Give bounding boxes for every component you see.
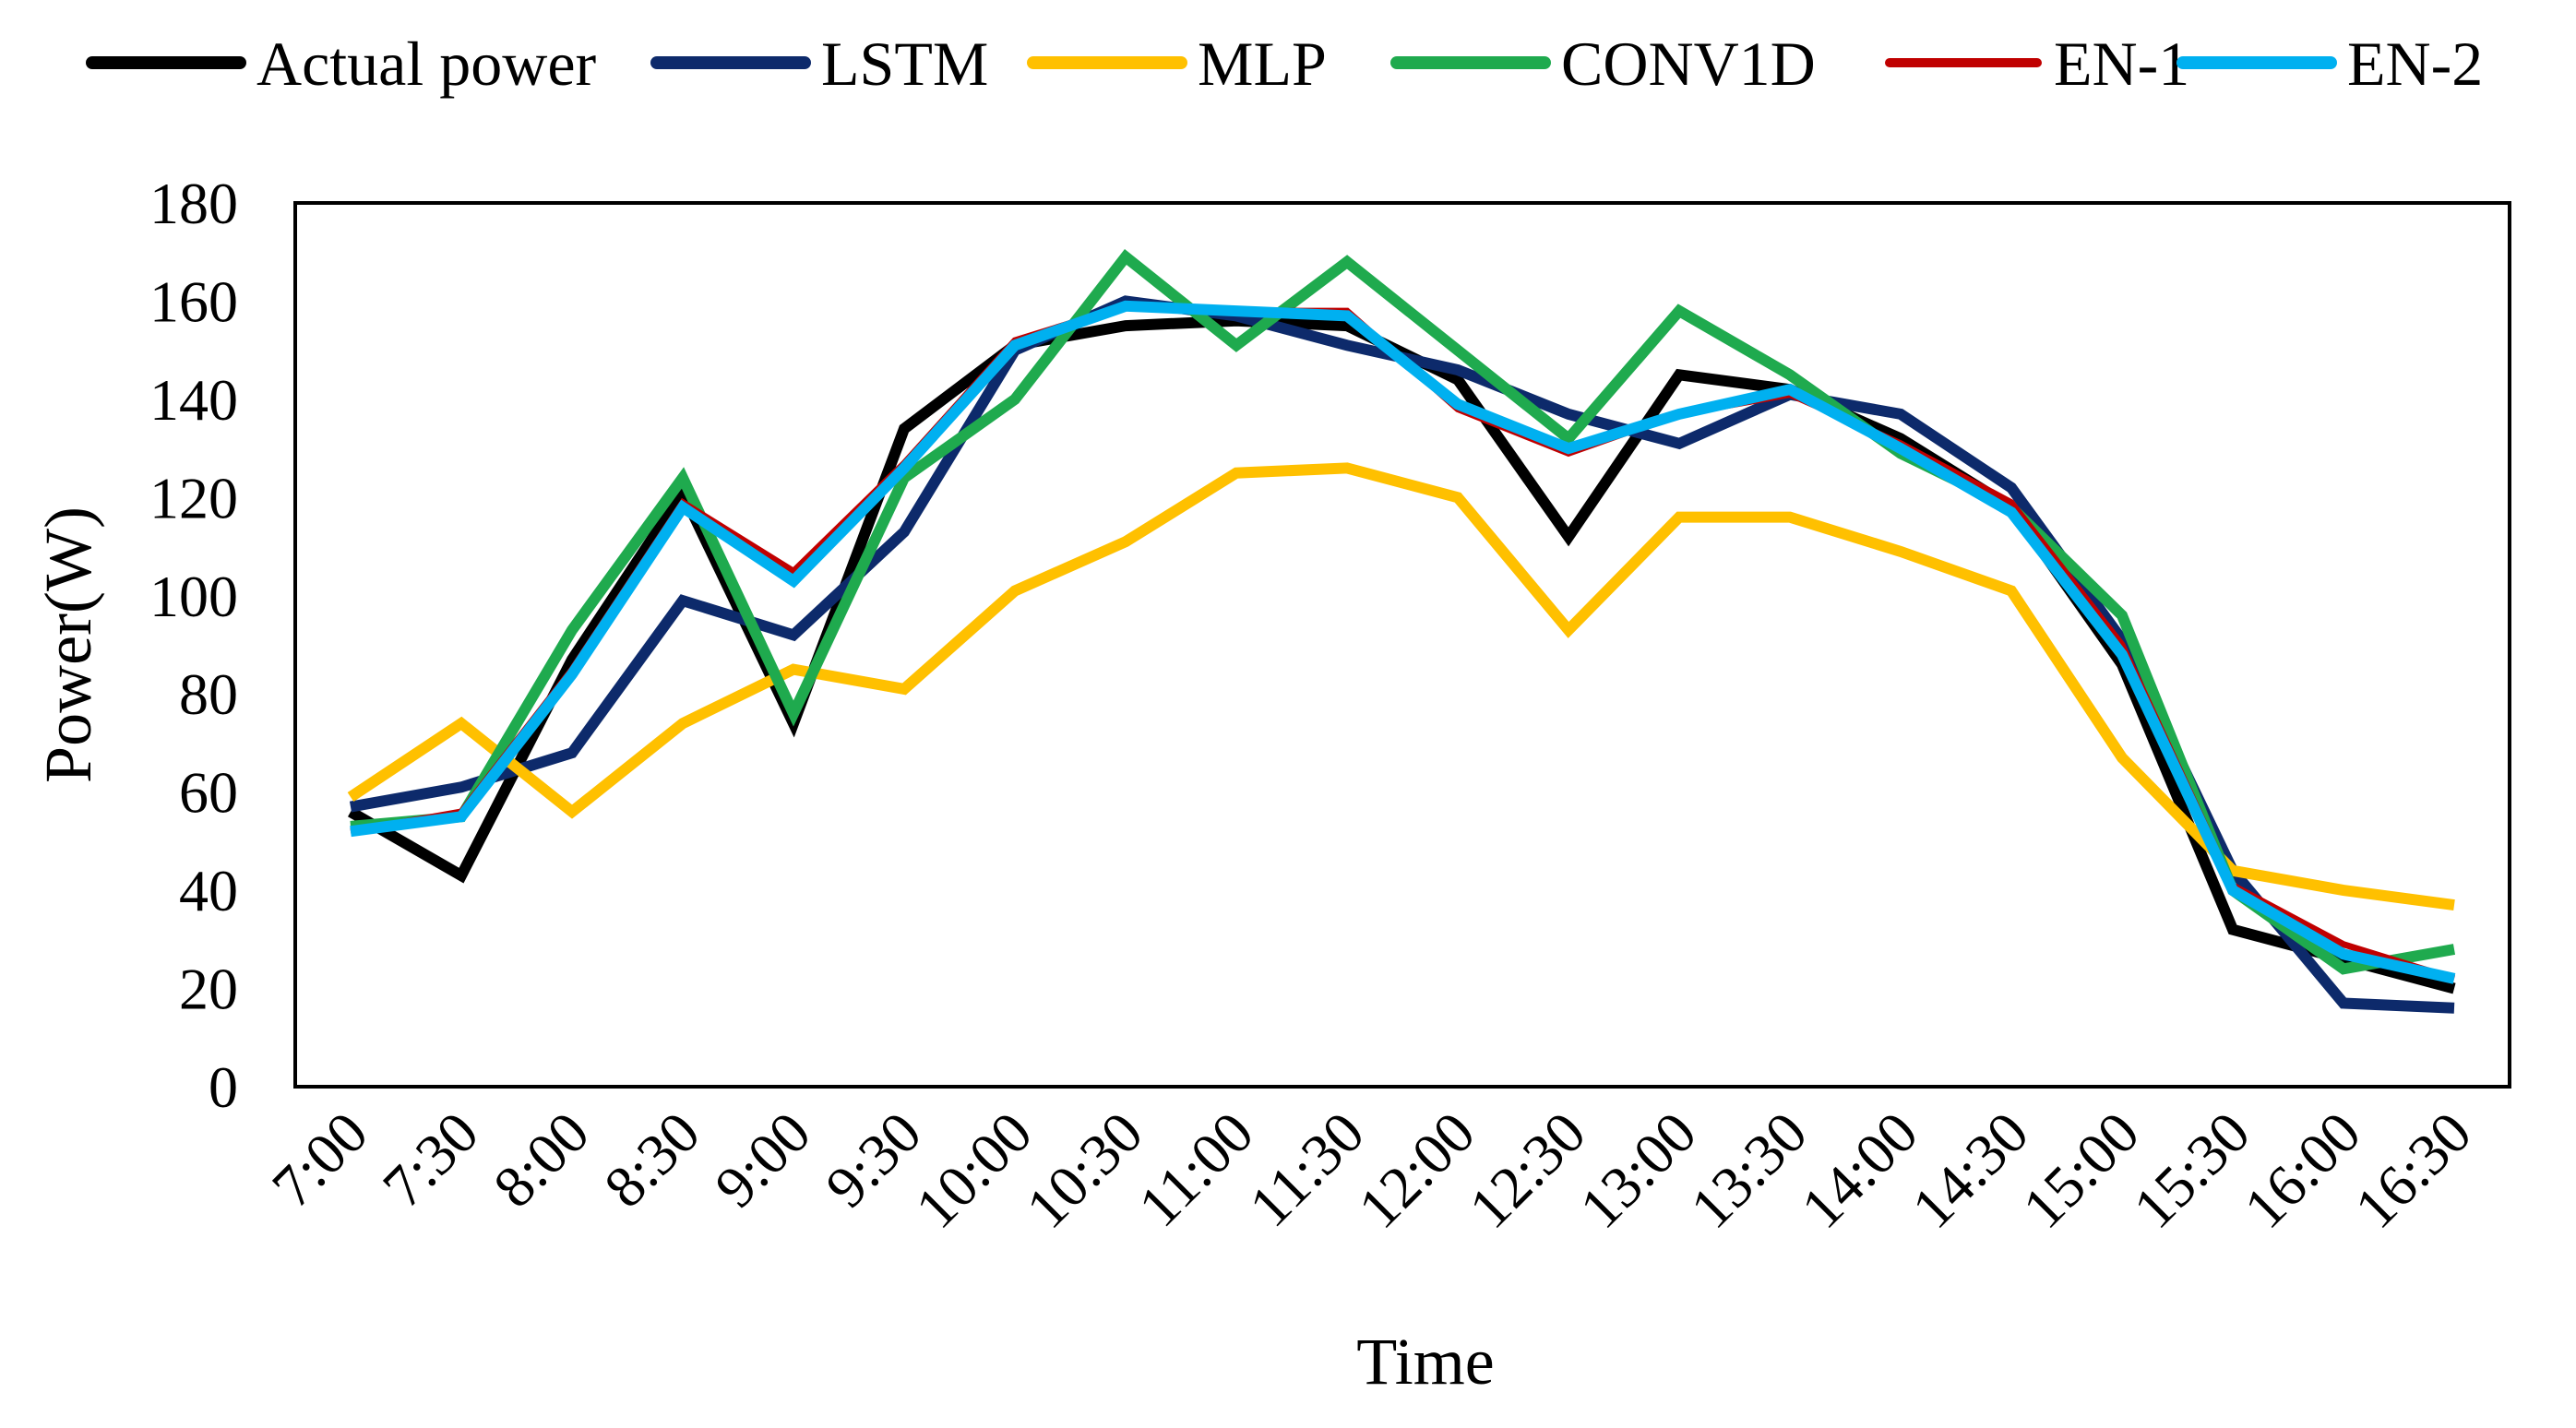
x-tick-label: 15:00 bbox=[2010, 1100, 2152, 1241]
legend-label: Actual power bbox=[256, 29, 597, 99]
y-tick-label: 0 bbox=[209, 1054, 238, 1120]
x-tick-label: 11:30 bbox=[1236, 1100, 1377, 1240]
x-tick-label: 10:00 bbox=[903, 1100, 1044, 1241]
legend-label: MLP bbox=[1198, 29, 1327, 99]
x-tick-label: 13:30 bbox=[1678, 1100, 1819, 1241]
legend-item-mlp: MLP bbox=[1027, 29, 1327, 99]
legend-label: CONV1D bbox=[1561, 29, 1816, 99]
legend-label: EN-2 bbox=[2347, 29, 2483, 99]
y-tick-label: 60 bbox=[179, 760, 238, 826]
x-tick-label: 8:00 bbox=[481, 1100, 602, 1220]
series-layer bbox=[347, 249, 2456, 1014]
x-tick-label: 16:00 bbox=[2232, 1100, 2373, 1241]
legend-label: LSTM bbox=[821, 29, 988, 99]
x-tick-label: 7:00 bbox=[259, 1100, 380, 1220]
y-tick-label: 100 bbox=[149, 564, 238, 629]
y-tick-label: 140 bbox=[149, 367, 238, 433]
legend-item-lstm: LSTM bbox=[650, 29, 988, 99]
x-tick-label: 14:00 bbox=[1789, 1100, 1930, 1241]
x-tick-label: 11:00 bbox=[1126, 1100, 1266, 1240]
x-tick-label: 16:30 bbox=[2343, 1100, 2484, 1241]
legend-item-en-2: EN-2 bbox=[2176, 29, 2483, 99]
y-tick-label: 80 bbox=[179, 661, 238, 727]
legend-item-actual-power: Actual power bbox=[86, 29, 597, 99]
series-line-en-2 bbox=[350, 300, 2456, 984]
x-axis: 7:007:308:008:309:009:3010:0010:3011:001… bbox=[259, 1100, 2484, 1241]
x-tick-label: 9:00 bbox=[702, 1100, 823, 1220]
y-tick-label: 40 bbox=[179, 858, 238, 923]
plot-frame bbox=[293, 201, 2511, 1089]
x-tick-label: 13:00 bbox=[1568, 1100, 1709, 1241]
y-axis: 0 20 40 60 80 100 120 140 160 180 bbox=[149, 171, 238, 1120]
y-tick-label: 180 bbox=[149, 171, 238, 236]
y-tick-label: 20 bbox=[179, 957, 238, 1022]
legend-item-en-1: EN-1 bbox=[1885, 29, 2189, 99]
x-tick-label: 12:00 bbox=[1346, 1100, 1487, 1241]
x-tick-label: 14:30 bbox=[1900, 1100, 2041, 1241]
x-tick-label: 15:30 bbox=[2121, 1100, 2262, 1241]
legend: Actual power LSTM MLP CONV1D EN-1 EN-2 bbox=[86, 29, 2483, 99]
legend-item-conv1d: CONV1D bbox=[1390, 29, 1816, 99]
x-tick-label: 12:30 bbox=[1457, 1100, 1598, 1241]
series-line-mlp bbox=[347, 462, 2455, 911]
x-tick-label: 7:30 bbox=[370, 1100, 491, 1220]
y-tick-label: 160 bbox=[149, 268, 238, 334]
x-axis-title: Time bbox=[1356, 1325, 1494, 1398]
y-axis-title: Power(W) bbox=[31, 506, 105, 783]
legend-label: EN-1 bbox=[2054, 29, 2189, 99]
x-tick-label: 8:30 bbox=[591, 1100, 712, 1220]
x-tick-label: 10:30 bbox=[1014, 1100, 1155, 1241]
y-tick-label: 120 bbox=[149, 465, 238, 530]
